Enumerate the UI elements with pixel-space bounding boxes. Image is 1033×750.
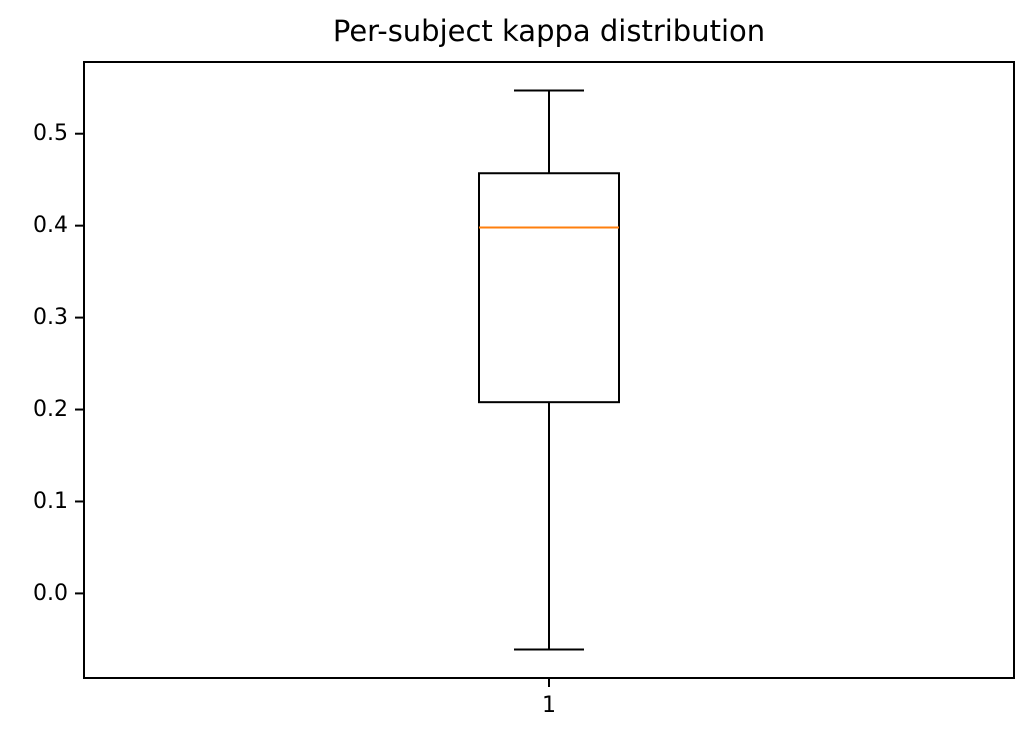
y-tick-label: 0.2: [33, 397, 68, 422]
y-axis: 0.0 0.1 0.2 0.3 0.4 0.5: [33, 121, 84, 606]
x-tick-label: 1: [542, 693, 556, 718]
y-tick-label: 0.3: [33, 305, 68, 330]
y-tick-label: 0.1: [33, 489, 68, 514]
y-tick-label: 0.0: [33, 581, 68, 606]
iqr-box: [478, 172, 620, 404]
chart-title: Per-subject kappa distribution: [332, 14, 766, 48]
chart-marks: [478, 89, 620, 651]
y-tick-label: 0.5: [33, 121, 68, 146]
x-axis: 1: [542, 678, 556, 718]
box-plot-1: [478, 89, 620, 651]
y-tick-label: 0.4: [33, 213, 68, 238]
